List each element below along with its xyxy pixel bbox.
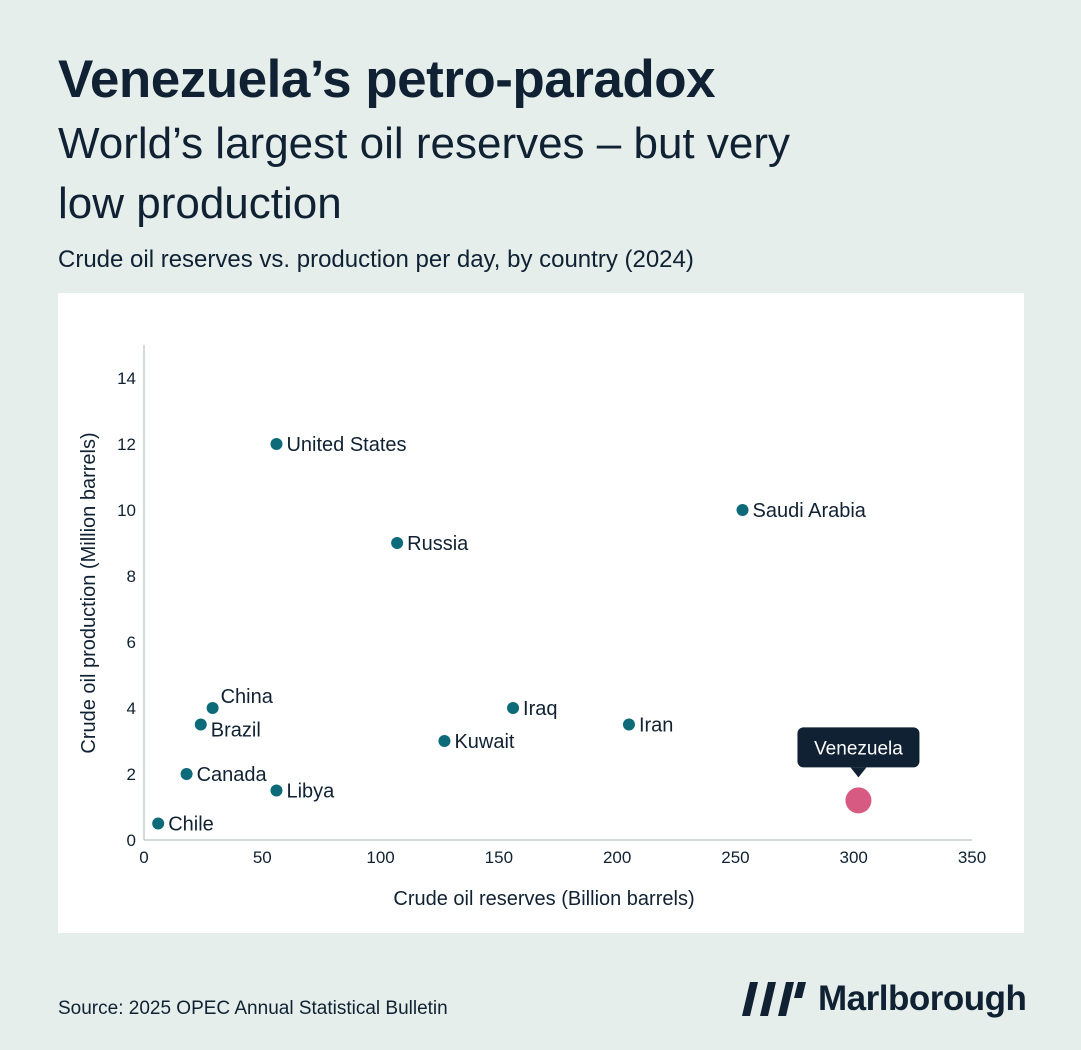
- source-note: Source: 2025 OPEC Annual Statistical Bul…: [58, 998, 448, 1019]
- data-point-saudi-arabia[interactable]: [736, 504, 749, 516]
- brand-name: Marlborough: [818, 979, 1027, 1018]
- data-point-venezuela[interactable]: [845, 787, 872, 814]
- x-tick-label: 50: [253, 848, 272, 867]
- chart-title: Venezuela’s petro-paradox: [58, 50, 716, 109]
- data-label-venezuela: Venezuela: [814, 738, 903, 759]
- scatter-chart: 0 50 100 150 200 250 300 350 0 2 4 6 8 10 12 14 Crude …: [78, 345, 986, 910]
- y-tick-label: 2: [127, 765, 136, 784]
- axes: [143, 345, 972, 841]
- chart-panel: 0 50 100 150 200 250 300 350 0 2 4 6 8 10 12 14 Crude …: [58, 293, 1024, 933]
- data-point-china[interactable]: [206, 702, 219, 714]
- y-tick-label: 12: [117, 435, 136, 454]
- data-point-kuwait[interactable]: [438, 735, 451, 747]
- y-tick-label: 8: [127, 567, 136, 586]
- x-tick-labels: 0 50 100 150 200 250 300 350: [139, 848, 986, 867]
- y-tick-label: 14: [117, 369, 136, 388]
- chart-subtitle: World’s largest oil reserves – but very …: [58, 119, 790, 228]
- data-point-chile[interactable]: [152, 817, 165, 830]
- data-point-brazil[interactable]: [194, 718, 207, 731]
- x-tick-label: 250: [721, 848, 749, 867]
- data-point-russia[interactable]: [391, 537, 404, 549]
- data-label-iran: Iran: [639, 715, 673, 737]
- y-tick-label: 6: [127, 633, 136, 652]
- data-point-united-states[interactable]: [270, 438, 283, 450]
- brand-logo: Marlborough: [742, 978, 1027, 1020]
- data-point-libya[interactable]: [270, 784, 283, 797]
- x-tick-label: 150: [485, 848, 513, 867]
- callout-bubble: [797, 727, 920, 768]
- data-label-saudi-arabia: Saudi Arabia: [753, 500, 867, 522]
- callout-pointer: [850, 767, 867, 778]
- marlborough-logo-icon: [742, 982, 806, 1016]
- data-label-canada: Canada: [197, 764, 268, 786]
- x-axis-label: Crude oil reserves (Billion barrels): [393, 888, 694, 910]
- data-points: United States Saudi Arabia Russia China Braz…: [152, 434, 920, 836]
- data-label-iraq: Iraq: [523, 698, 557, 720]
- data-label-united-states: United States: [286, 434, 406, 456]
- x-tick-label: 350: [958, 848, 986, 867]
- data-point-iraq[interactable]: [507, 702, 520, 714]
- y-tick-label: 10: [117, 501, 136, 520]
- data-point-iran[interactable]: [622, 718, 635, 731]
- chart-description: Crude oil reserves vs. production per da…: [58, 246, 694, 273]
- data-label-russia: Russia: [407, 533, 469, 555]
- data-label-china: China: [221, 686, 274, 708]
- data-label-libya: Libya: [286, 781, 335, 803]
- x-tick-label: 200: [603, 848, 631, 867]
- x-tick-label: 0: [139, 848, 148, 867]
- x-tick-label: 300: [840, 848, 868, 867]
- data-label-brazil: Brazil: [211, 720, 261, 742]
- data-label-kuwait: Kuwait: [454, 731, 514, 753]
- x-tick-label: 100: [366, 848, 394, 867]
- data-label-chile: Chile: [168, 814, 214, 836]
- y-tick-label: 0: [127, 831, 136, 850]
- y-tick-label: 4: [127, 699, 136, 718]
- y-axis-label: Crude oil production (Million barrels): [78, 432, 100, 753]
- y-tick-labels: 0 2 4 6 8 10 12 14: [117, 369, 136, 850]
- data-point-canada[interactable]: [180, 768, 193, 780]
